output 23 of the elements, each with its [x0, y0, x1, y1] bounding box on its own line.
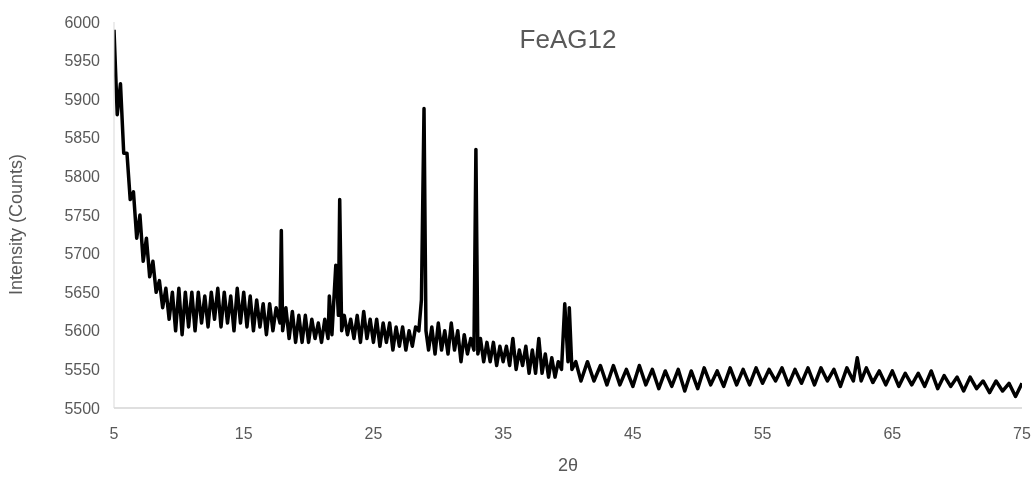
- y-tick-label: 5700: [64, 245, 101, 263]
- y-tick-label: 5950: [64, 52, 101, 70]
- y-tick-label: 5850: [64, 129, 101, 147]
- y-tick-label: 5800: [64, 168, 101, 186]
- x-tick-label: 25: [364, 425, 383, 443]
- y-tick-label: 5650: [64, 283, 101, 301]
- y-axis-title: Intensity (Counts): [6, 153, 27, 295]
- y-tick-label: 5550: [64, 361, 101, 379]
- x-tick-label: 55: [753, 425, 772, 443]
- line-series: [114, 27, 1022, 399]
- x-tick-label: 15: [234, 425, 253, 443]
- x-tick-label: 45: [623, 425, 642, 443]
- x-tick-label: 65: [883, 425, 902, 443]
- x-axis-title: 2θ: [557, 455, 579, 475]
- y-tick-label: 5750: [64, 206, 101, 224]
- y-tick-label: 5900: [64, 90, 101, 108]
- x-tick-label: 35: [494, 425, 513, 443]
- x-tick-label: 75: [1013, 425, 1031, 443]
- y-tick-label: 5600: [64, 322, 101, 340]
- x-tick-label: 5: [109, 425, 119, 443]
- y-tick-label: 5500: [64, 399, 101, 417]
- chart-title: FeAG12: [518, 24, 618, 55]
- y-tick-label: 6000: [64, 13, 101, 31]
